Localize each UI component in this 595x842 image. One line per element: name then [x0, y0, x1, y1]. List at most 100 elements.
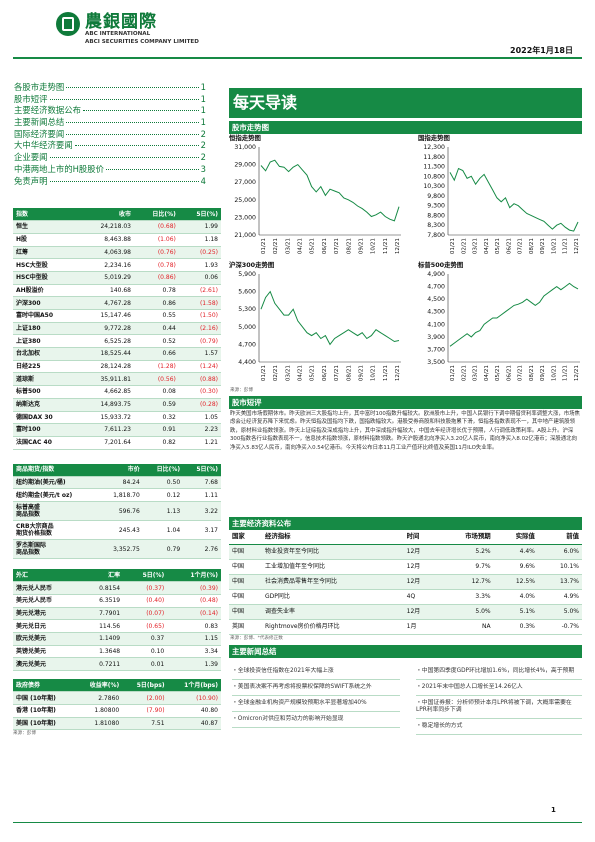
y-tick-label: 5,600 — [238, 288, 256, 295]
econ-cell: GDP同比 — [262, 589, 404, 605]
toc-item[interactable]: 大中华经济要闻 2 — [14, 140, 206, 152]
table-header: 汇率 — [80, 569, 124, 583]
news-item[interactable]: ・全球投资信任指数在2021年大幅上涨 — [232, 664, 400, 680]
news-item[interactable]: ・全球金融业机构资产规模较预期水平显著增加40% — [232, 696, 400, 712]
y-tick-label: 8,800 — [427, 212, 445, 219]
table-row: 美元兑日元 114.56 (0.65) 0.83 — [13, 619, 221, 634]
table-row: AH股溢价 140.68 0.78 (2.61) — [13, 284, 221, 298]
toc-leader — [83, 110, 199, 112]
y-tick-label: 31,000 — [234, 144, 256, 151]
table-cell: 1.05 — [178, 411, 221, 425]
main-title-bar: 每天导读 — [229, 88, 582, 118]
econ-cell: 10.1% — [537, 559, 582, 575]
commentary-title: 股市短评 — [229, 396, 582, 409]
table-cell: 日经225 — [13, 360, 79, 374]
toc-label: 企业要闻 — [14, 152, 48, 163]
table-cell: 红筹 — [13, 246, 79, 260]
table-cell: 美元兑人民币 — [13, 594, 81, 608]
table-cell: 5,019.29 — [78, 271, 134, 285]
table-header: 日比(%) — [142, 463, 184, 477]
toc-leader — [66, 122, 199, 124]
econ-cell: 5.1% — [493, 604, 538, 620]
table-cell: 6.3519 — [80, 594, 124, 608]
news-item[interactable]: ・稳定增长的方式 — [416, 719, 582, 735]
econ-cell: NA — [438, 619, 494, 635]
toc-label: 主要经济数据公布 — [14, 105, 81, 116]
econ-cell: 5.0% — [438, 604, 494, 620]
econ-cell: 12.5% — [493, 574, 538, 590]
econ-cell: 12月 — [403, 574, 439, 590]
econ-cell: 12月 — [403, 604, 439, 620]
toc-label: 股市短评 — [14, 93, 48, 104]
table-cell: (0.65) — [123, 619, 168, 634]
table-row: 标普500 4,662.85 0.08 (0.30) — [13, 385, 221, 399]
toc-item[interactable]: 免责声明 4 — [14, 176, 206, 188]
news-item[interactable]: ・Omicron对供应和劳动力的影响开始显现 — [232, 712, 400, 728]
toc-item[interactable]: 中港两地上市的H股股价 3 — [14, 164, 206, 176]
table-cell: 富时100 — [13, 423, 79, 437]
y-tick-label: 12,300 — [423, 144, 445, 151]
table-cell: 1.11 — [183, 488, 221, 503]
chart-csi300: 沪深300走势图 5,900 5,600 5,300 5,000 4,700 4,400 01… — [229, 261, 405, 386]
table-cell: 4,767.28 — [78, 296, 134, 310]
table-row: 红筹 4,063.98 (0.76) (0.25) — [13, 246, 221, 260]
table-cell: 标普500 — [13, 385, 79, 399]
table-cell: (0.78) — [134, 258, 179, 272]
table-cell: 7,611.23 — [78, 423, 134, 437]
logo — [56, 12, 80, 36]
x-tick-label: 07/21 — [518, 364, 524, 381]
commentary-text: 昨天美国市场假期休市。昨天欧洲三大股指均上升，其中富时100指数升幅较大。欧洲股… — [230, 411, 580, 451]
table-cell: 18,525.44 — [78, 347, 134, 361]
news-item[interactable]: ・中国第四季度GDP环比增加1.6%，同比增长4%，高于预期 — [416, 664, 582, 680]
toc-leader — [66, 133, 199, 135]
news-left: ・全球投资信任指数在2021年大幅上涨 ・美国表决案不再考虑将投票权保障的SWIF… — [232, 664, 400, 728]
news-title: 主要新闻总结 — [229, 645, 582, 658]
econ-cell: 12.7% — [438, 574, 494, 590]
toc-item[interactable]: 各股市走势图 1 — [14, 82, 206, 94]
table-cell: 香港 (10年期) — [13, 704, 75, 718]
table-cell: (1.24) — [178, 360, 221, 374]
toc-leader — [49, 157, 199, 159]
toc-leader — [49, 98, 199, 100]
table-cell: H股 — [13, 233, 79, 247]
y-tick-label: 4,500 — [427, 296, 445, 303]
news-item[interactable]: ・中国证券报：分析师预计本月LPR将被下调，大概率需要在LPR利率同步下调 — [416, 696, 582, 719]
y-tick-label: 27,000 — [234, 179, 256, 186]
table-cell: 0.01 — [123, 657, 168, 672]
table-cell: (2.16) — [178, 322, 221, 336]
table-cell: 0.50 — [142, 476, 184, 490]
table-cell: 596.76 — [98, 501, 143, 522]
y-tick-label: 4,700 — [427, 283, 445, 290]
x-tick-label: 11/21 — [383, 237, 389, 254]
table-cell: 0.12 — [142, 488, 184, 503]
x-tick-label: 12/21 — [395, 237, 401, 254]
toc-item[interactable]: 主要经济数据公布 1 — [14, 105, 206, 117]
table-cell: (0.30) — [178, 385, 221, 399]
table-row: CRB大宗商品 期货价格指数 245.43 1.04 3.17 — [13, 520, 221, 541]
table-cell: 24,218.03 — [78, 220, 134, 234]
toc-page: 1 — [200, 82, 206, 92]
left-data-column: 指数 收市 日比(%) 5日(%) 恒生 24,218.03 (0.68) 1.99 H股 8,4… — [13, 208, 221, 737]
table-row: 澳元兑美元 0.7211 0.01 1.39 — [13, 657, 221, 672]
econ-cell: 4.9% — [537, 589, 582, 605]
table-header: 收益率(%) — [74, 679, 123, 693]
econ-cell: 中国 — [229, 574, 263, 590]
table-cell: 7.7901 — [80, 607, 124, 621]
table-cell: (0.86) — [134, 271, 179, 285]
page-number: 1 — [551, 806, 556, 814]
econ-row: 中国 GDP同比 4Q 3.3% 4.0% 4.9% — [229, 589, 582, 605]
news-item[interactable]: ・2021年末中国总人口增长至14.26亿人 — [416, 680, 582, 696]
table-cell: 84.24 — [98, 476, 143, 490]
econ-header: 国家 — [229, 531, 263, 545]
toc-item[interactable]: 企业要闻 2 — [14, 152, 206, 164]
table-cell: 0.37 — [123, 632, 168, 646]
news-item[interactable]: ・美国表决案不再考虑将投票权保障的SWIFT系统之外 — [232, 680, 400, 696]
table-cell: 35,911.81 — [78, 372, 134, 387]
table-row: 德国DAX 30 15,933.72 0.32 1.05 — [13, 411, 221, 425]
table-cell: 标普高盛 商品指数 — [13, 501, 99, 522]
toc-item[interactable]: 国际经济要闻 2 — [14, 129, 206, 141]
table-cell: (10.90) — [167, 691, 221, 705]
toc-item[interactable]: 股市短评 1 — [14, 94, 206, 106]
toc-item[interactable]: 主要新闻总结 1 — [14, 117, 206, 129]
market-section-title: 股市走势图 — [229, 121, 582, 134]
